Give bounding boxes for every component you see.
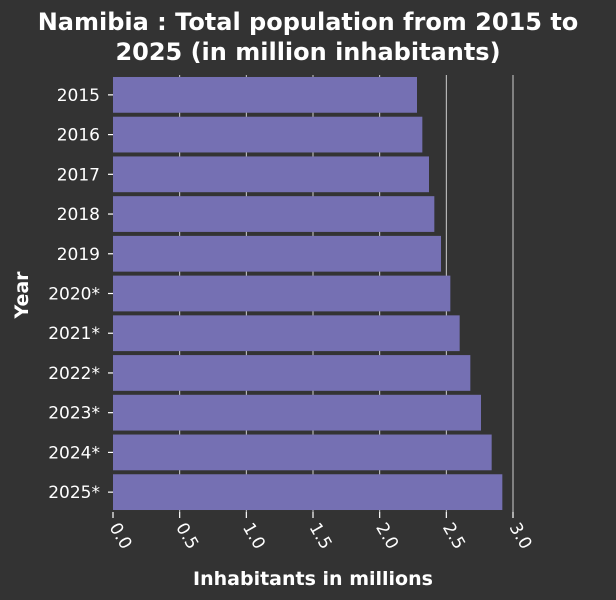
bar-2021-proj bbox=[113, 315, 460, 352]
x-tick-label: 3.0 bbox=[505, 520, 536, 553]
x-axis-ticks: 0.0 0.5 1.0 1.5 2.0 2.5 3.0 bbox=[105, 512, 536, 553]
bar-2017 bbox=[113, 156, 429, 193]
y-tick-label: 2016 bbox=[57, 126, 100, 146]
x-tick-label: 1.0 bbox=[238, 520, 269, 553]
x-tick-label: 2.5 bbox=[438, 520, 469, 553]
chart-title-line-1: Namibia : Total population from 2015 to bbox=[38, 8, 579, 36]
bar-2024-proj bbox=[113, 434, 492, 471]
bar-2023-proj bbox=[113, 394, 481, 431]
y-tick-label: 2015 bbox=[57, 86, 100, 106]
y-axis-title: Year bbox=[11, 271, 33, 320]
bar-2022-proj bbox=[113, 355, 471, 391]
chart-title-line-2: 2025 (in million inhabitants) bbox=[115, 38, 500, 66]
x-tick-label: 0.5 bbox=[171, 520, 202, 553]
y-tick-label: 2017 bbox=[57, 165, 100, 185]
y-tick-label: 2021* bbox=[48, 324, 100, 344]
y-tick-label: 2022* bbox=[48, 364, 100, 384]
x-axis-title: Inhabitants in millions bbox=[193, 568, 433, 590]
y-axis-ticks: 2015 2016 2017 2018 2019 2020* 2021* 2022* 2023*… bbox=[48, 86, 113, 503]
bar-2019 bbox=[113, 235, 441, 272]
bar-2018 bbox=[113, 196, 435, 232]
y-tick-label: 2023* bbox=[48, 404, 100, 424]
x-tick-label: 0.0 bbox=[105, 520, 136, 553]
y-tick-label: 2025* bbox=[48, 483, 100, 503]
bar-2016 bbox=[113, 116, 423, 153]
y-tick-label: 2020* bbox=[48, 285, 100, 305]
bar-2020-proj bbox=[113, 275, 451, 312]
x-tick-label: 2.0 bbox=[371, 520, 402, 553]
bar-2015 bbox=[113, 76, 417, 113]
x-tick-label: 1.5 bbox=[305, 520, 336, 553]
y-tick-label: 2019 bbox=[57, 245, 100, 265]
y-tick-label: 2018 bbox=[57, 205, 100, 225]
y-tick-label: 2024* bbox=[48, 443, 100, 463]
bar-2025-proj bbox=[113, 474, 503, 511]
bars bbox=[113, 76, 503, 511]
